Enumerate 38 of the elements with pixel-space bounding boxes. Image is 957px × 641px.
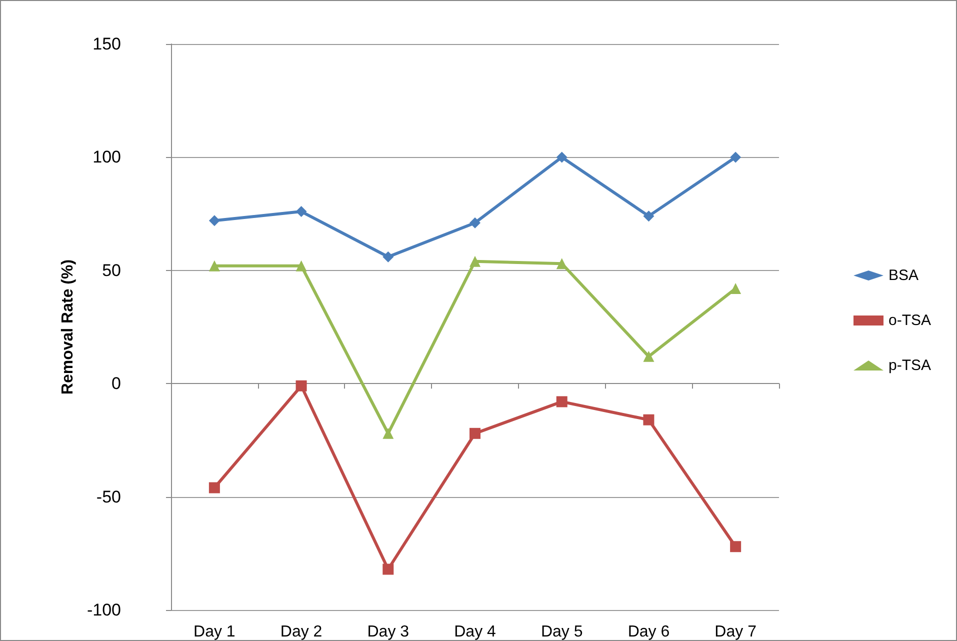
- point: [730, 541, 742, 552]
- x-tick-label: Day 3: [367, 624, 410, 640]
- x-tick-label: Day 6: [628, 624, 670, 640]
- x-tick-label: Day 7: [714, 624, 757, 640]
- x-tick-label: Day 2: [280, 624, 322, 640]
- legend-label: o-TSA: [888, 312, 932, 329]
- y-tick-label: 150: [92, 34, 121, 54]
- point: [556, 152, 568, 163]
- legend-label: p-TSA: [888, 357, 932, 374]
- point: [208, 215, 220, 226]
- point: [296, 380, 307, 392]
- point: [556, 258, 568, 270]
- point: [643, 350, 654, 362]
- point: [643, 414, 654, 426]
- point: [208, 260, 220, 272]
- y-tick-label: -100: [86, 600, 121, 620]
- point: [296, 260, 307, 272]
- point: [382, 428, 394, 439]
- point: [382, 564, 394, 575]
- x-tick-label: Day 5: [540, 624, 583, 640]
- legend-label: BSA: [888, 267, 919, 284]
- point: [730, 283, 742, 294]
- y-axis-title: Removal Rate (%): [60, 259, 77, 395]
- x-tick-label: Day 1: [194, 624, 236, 640]
- y-tick-label: -50: [96, 487, 121, 506]
- point: [643, 210, 654, 222]
- point: [208, 482, 220, 494]
- y-tick-label: 100: [92, 148, 121, 167]
- y-tick-label: 50: [102, 260, 121, 280]
- point: [470, 217, 480, 228]
- point: [470, 256, 480, 267]
- point: [730, 152, 742, 163]
- point: [296, 206, 307, 218]
- point: [556, 396, 568, 408]
- x-tick-label: Day 4: [454, 624, 496, 640]
- point: [470, 428, 480, 439]
- y-tick-label: 0: [112, 374, 121, 394]
- point: [382, 251, 394, 262]
